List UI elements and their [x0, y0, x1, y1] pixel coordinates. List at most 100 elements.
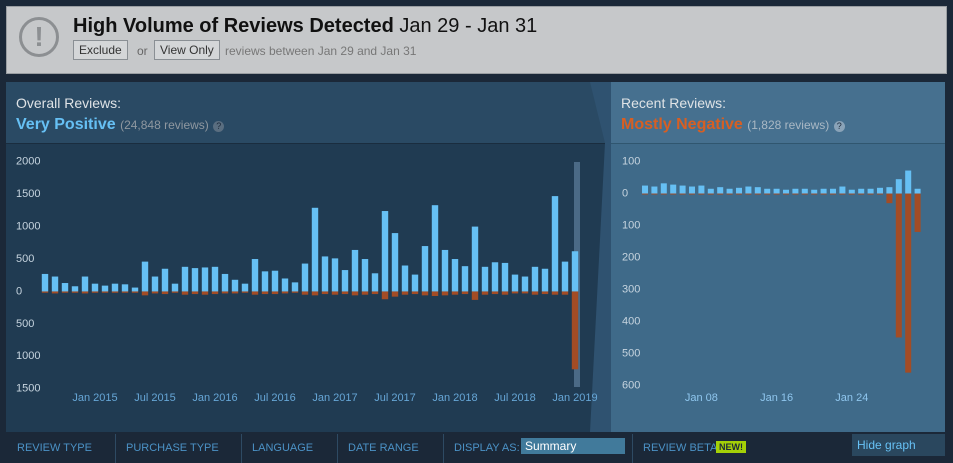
- separator: [115, 434, 116, 463]
- bar: [521, 276, 529, 292]
- bar: [501, 262, 509, 292]
- bar: [820, 188, 827, 194]
- bar: [707, 193, 714, 195]
- bar: [461, 291, 469, 295]
- bar: [886, 187, 893, 194]
- bar: [876, 193, 884, 195]
- x-tick-label: Jul 2018: [494, 392, 536, 404]
- filter-date-range[interactable]: DATE RANGE: [348, 442, 419, 454]
- bar: [811, 193, 818, 195]
- separator: [241, 434, 242, 463]
- bar: [679, 193, 686, 195]
- filter-purchase-type[interactable]: PURCHASE TYPE: [126, 442, 219, 454]
- bar: [651, 186, 658, 194]
- bar: [801, 193, 808, 195]
- bar: [571, 251, 579, 292]
- bar: [61, 291, 69, 293]
- bar: [914, 193, 921, 232]
- bar: [81, 276, 89, 292]
- bar: [641, 193, 649, 195]
- bar: [261, 271, 269, 292]
- help-icon[interactable]: ?: [213, 121, 225, 132]
- x-tick-label: Jan 2018: [432, 392, 477, 404]
- y-tick-label: 500: [16, 318, 34, 330]
- display-select[interactable]: Summary: [521, 438, 625, 454]
- x-tick-label: Jan 2015: [72, 392, 117, 404]
- y-tick-label: 100: [622, 219, 640, 231]
- bar: [391, 291, 399, 297]
- bar: [231, 279, 239, 292]
- bar: [361, 291, 369, 295]
- bar: [801, 188, 808, 194]
- bar: [561, 291, 569, 295]
- bar: [839, 186, 846, 194]
- bar: [541, 291, 549, 295]
- bar: [754, 187, 761, 194]
- bar: [171, 291, 179, 293]
- bar: [848, 193, 855, 195]
- bar: [531, 266, 539, 292]
- bar: [71, 286, 79, 292]
- bar: [792, 193, 799, 195]
- bar: [511, 291, 519, 294]
- or-text: or: [137, 44, 148, 58]
- x-tick-label: Jul 2017: [374, 392, 416, 404]
- bar: [441, 249, 449, 292]
- bar: [792, 188, 799, 194]
- x-tick-label: Jan 2019: [552, 392, 597, 404]
- bar: [431, 291, 439, 296]
- bar: [848, 189, 855, 194]
- x-tick-label: Jan 2017: [312, 392, 357, 404]
- bar: [211, 291, 219, 295]
- bar: [829, 188, 837, 194]
- bar: [867, 188, 874, 194]
- review-beta[interactable]: REVIEW BETA: [643, 442, 718, 454]
- bar: [201, 267, 209, 292]
- y-tick-label: 1500: [16, 383, 40, 395]
- exclude-button[interactable]: Exclude: [73, 40, 128, 60]
- bar: [811, 189, 818, 194]
- bar: [251, 259, 259, 292]
- banner-heading: High Volume of Reviews Detected Jan 29 -…: [73, 15, 537, 38]
- filter-review-type[interactable]: REVIEW TYPE: [17, 442, 92, 454]
- warning-icon: !: [19, 17, 59, 57]
- y-tick-label: 300: [622, 283, 640, 295]
- bar: [641, 185, 649, 194]
- bar: [745, 193, 752, 195]
- bar: [421, 291, 429, 296]
- bar: [181, 291, 189, 295]
- bar: [411, 274, 419, 292]
- bar: [471, 226, 479, 292]
- bar: [401, 291, 409, 295]
- bar: [451, 291, 459, 295]
- bar: [717, 193, 724, 195]
- bar: [241, 291, 249, 293]
- bar: [561, 261, 569, 292]
- x-tick-label: Jan 08: [685, 392, 718, 404]
- bar: [91, 283, 99, 292]
- bar: [181, 266, 189, 292]
- bar: [764, 193, 771, 195]
- bar: [726, 193, 733, 195]
- bar: [491, 291, 499, 295]
- bar: [451, 259, 459, 292]
- view-only-button[interactable]: View Only: [154, 40, 220, 60]
- bar: [471, 291, 479, 300]
- bar: [81, 291, 89, 294]
- bar: [311, 291, 319, 296]
- bar: [331, 258, 339, 292]
- bar: [914, 188, 921, 194]
- x-tick-label: Jan 24: [835, 392, 868, 404]
- bar: [231, 291, 239, 294]
- filter-language[interactable]: LANGUAGE: [252, 442, 314, 454]
- bar: [301, 291, 309, 295]
- bar: [521, 291, 529, 294]
- bar: [381, 291, 389, 300]
- bar: [161, 268, 169, 292]
- help-icon[interactable]: ?: [833, 121, 845, 132]
- bar: [858, 188, 865, 194]
- banner-note: reviews between Jan 29 and Jan 31: [225, 44, 417, 58]
- hide-graph-button[interactable]: Hide graph: [852, 434, 945, 456]
- x-tick-label: Jul 2016: [254, 392, 296, 404]
